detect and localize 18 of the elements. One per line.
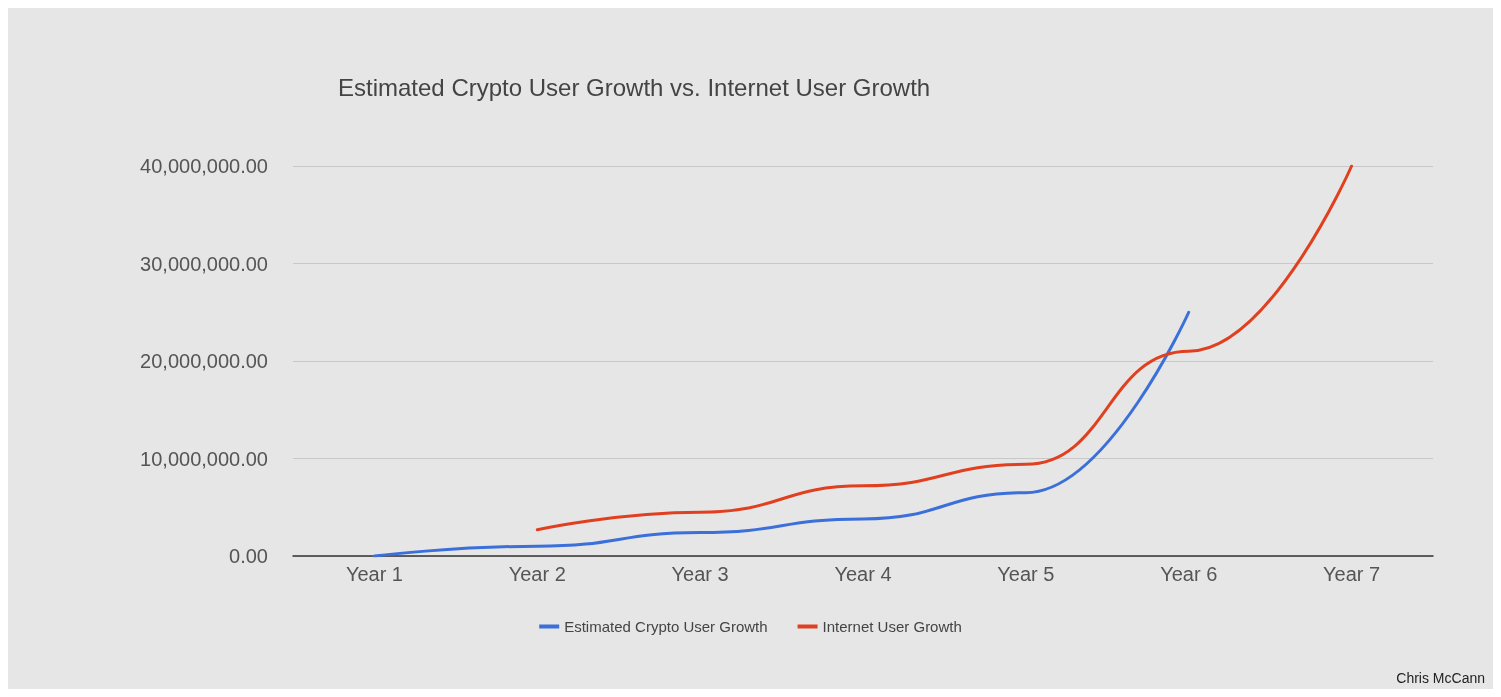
chart-title: Estimated Crypto User Growth vs. Internet User Growth — [338, 73, 931, 101]
x-tick-label: Year 3 — [671, 563, 729, 585]
legend-label: Internet User Growth — [822, 618, 962, 635]
line-series — [372, 310, 1191, 558]
text: Chris McCann — [1396, 670, 1486, 686]
y-tick-label: 40,000,000.00 — [140, 155, 268, 177]
y-tick-label: 20,000,000.00 — [140, 350, 268, 372]
x-tick-label: Year 5 — [997, 563, 1055, 585]
x-tick-label: Year 4 — [834, 563, 892, 585]
x-tick-label: Year 7 — [1323, 563, 1381, 585]
y-tick-label: 30,000,000.00 — [140, 252, 268, 275]
x-tick-label: Year 6 — [1160, 563, 1218, 585]
x-tick-label: Year 1 — [345, 563, 403, 585]
legend-label: Estimated Crypto User Growth — [564, 618, 768, 635]
line-series — [535, 164, 1354, 532]
x-tick-label: Year 2 — [508, 563, 566, 585]
y-tick-label: 0.00 — [229, 545, 268, 567]
y-tick-label: 10,000,000.00 — [140, 447, 268, 470]
